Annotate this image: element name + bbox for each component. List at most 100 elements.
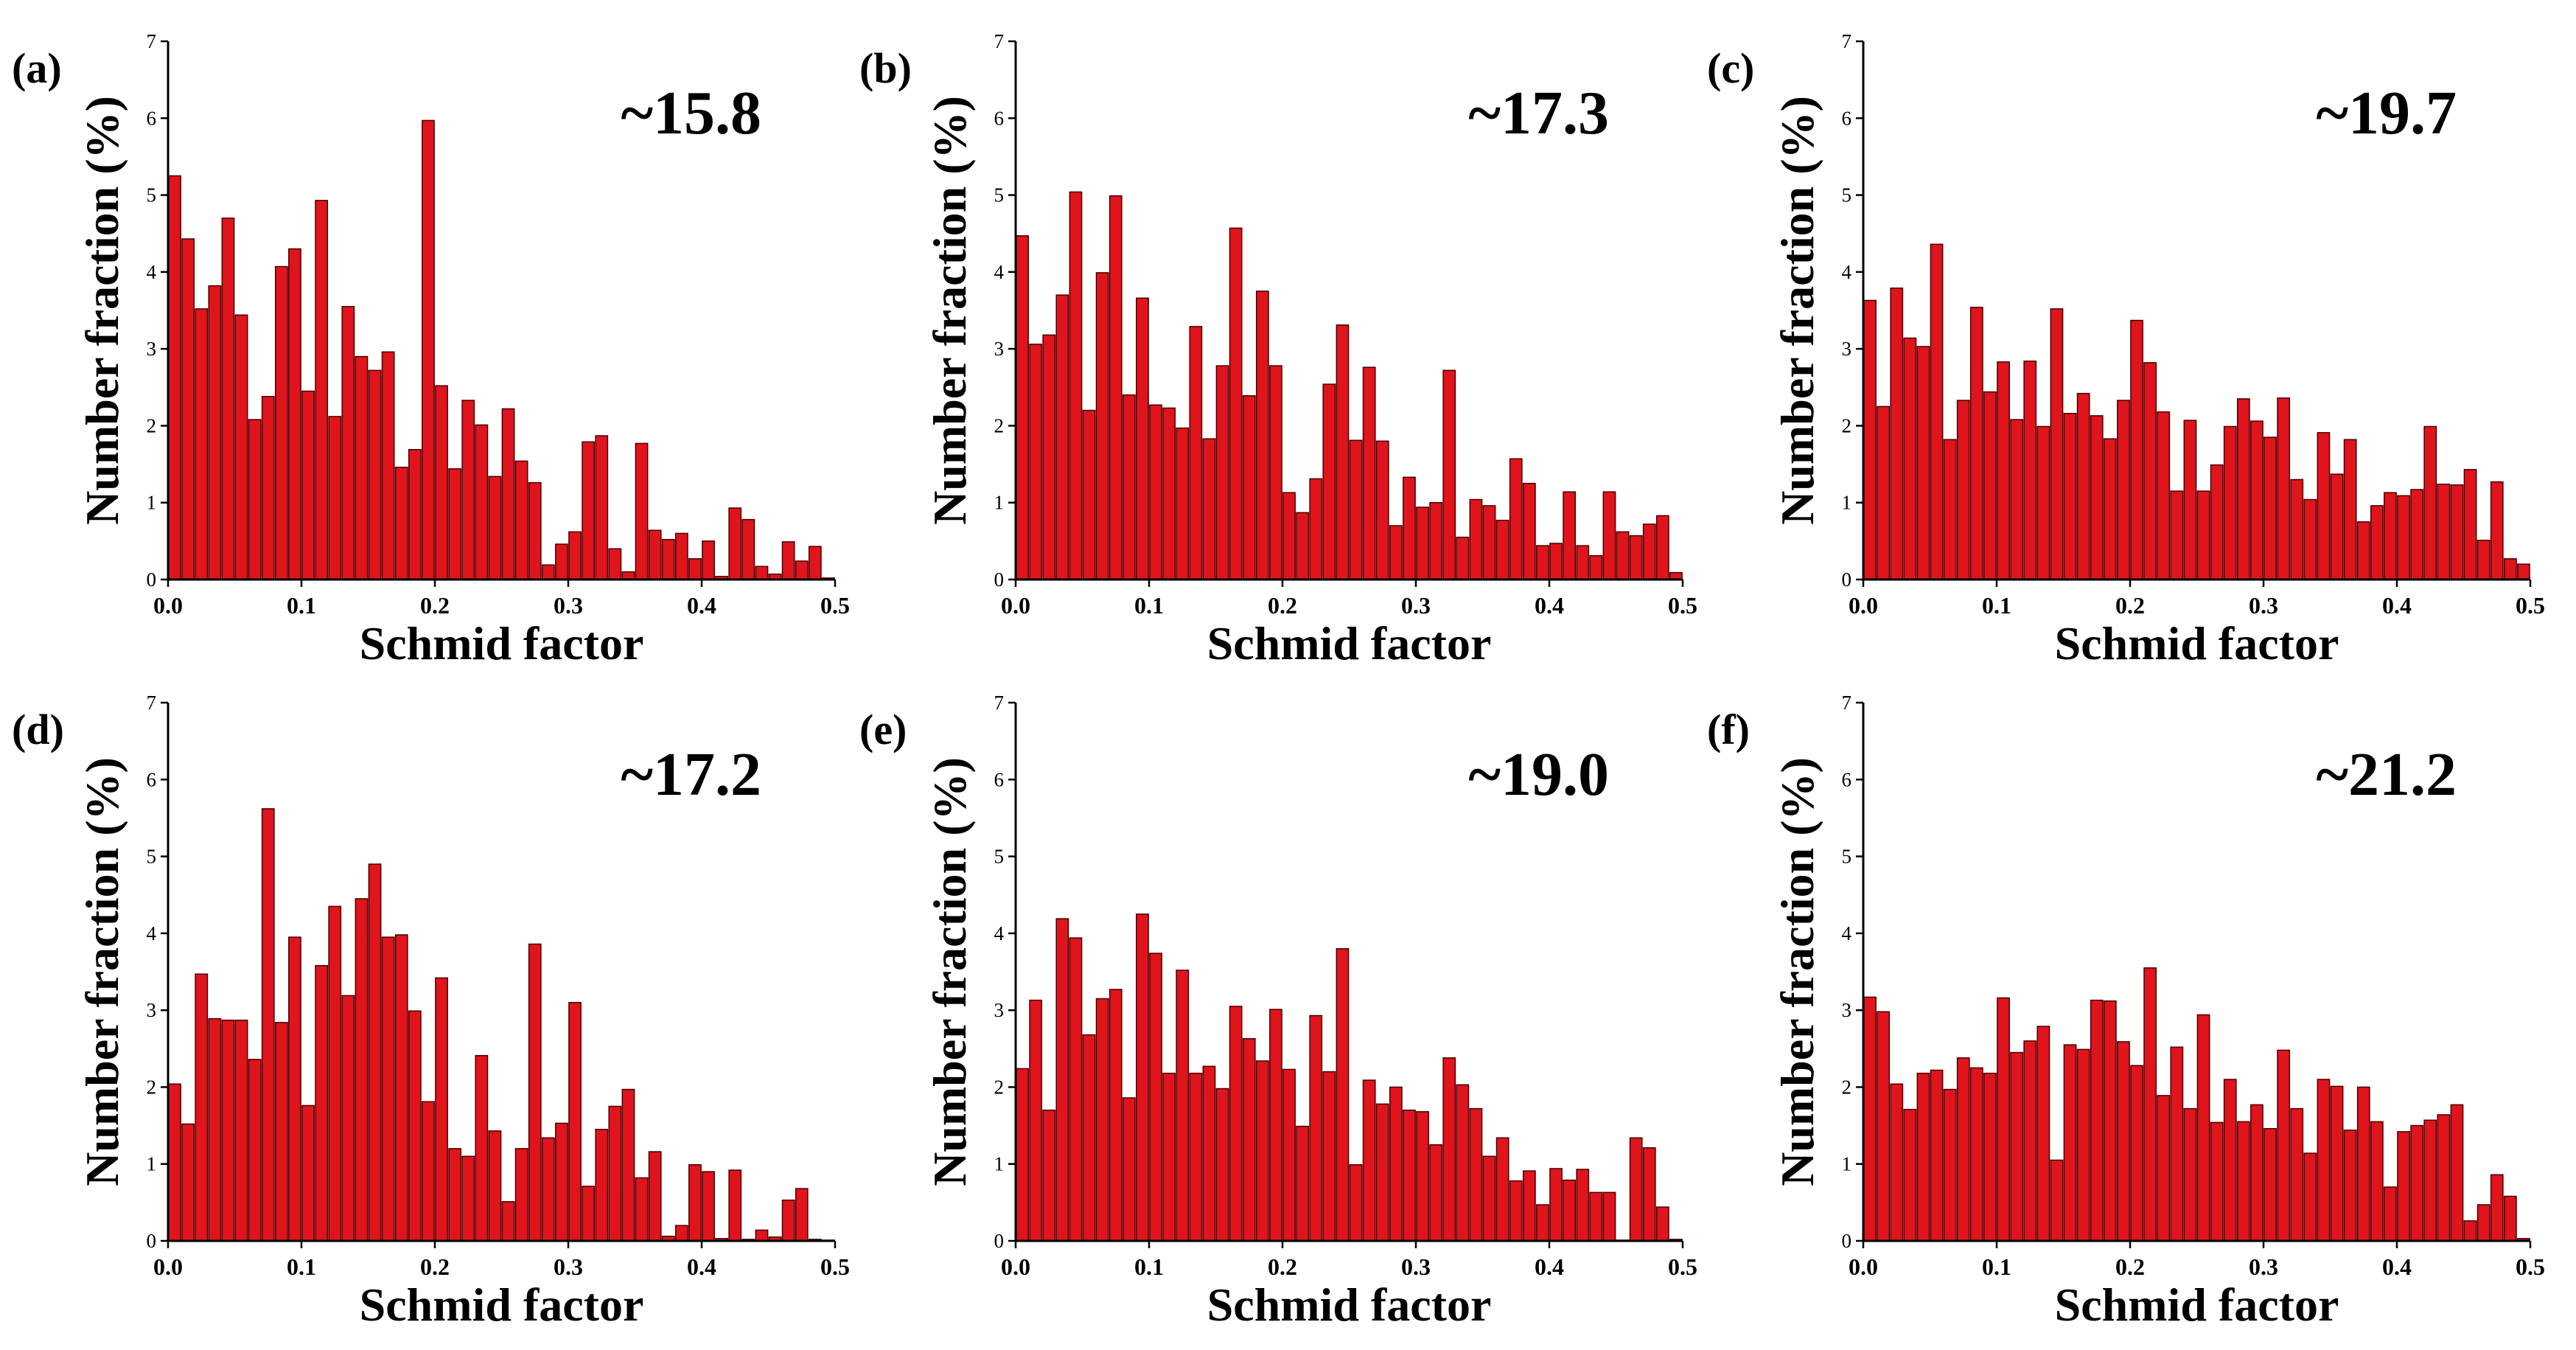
bar [368, 369, 382, 580]
bar [1016, 1068, 1029, 1242]
bar [488, 1130, 502, 1242]
x-tick-label: 0.0 [1849, 1253, 1878, 1280]
x-axis-label: Schmid factor [2055, 617, 2339, 669]
bar [702, 1171, 715, 1242]
y-tick-label: 3 [1842, 338, 1852, 360]
bar [2130, 319, 2143, 580]
chart-panel-5: 0 1 2 3 4 5 6 7 0.0 0.1 0.2 0.3 0.4 0.5 Schmid factor N… [859, 692, 1697, 1331]
x-tick-label: 0.1 [287, 592, 316, 619]
x-tick-label: 0.0 [1001, 592, 1030, 619]
bar [2210, 464, 2224, 580]
annotation-value: ~17.3 [1468, 79, 1609, 147]
bar [2090, 999, 2104, 1242]
bar [514, 1148, 528, 1242]
bar [2343, 1130, 2357, 1242]
bar [221, 218, 235, 580]
bar [1863, 996, 1877, 1242]
bar [2076, 392, 2090, 580]
bar [1629, 1137, 1643, 1242]
bar [1602, 1191, 1616, 1242]
y-tick-label: 3 [1842, 999, 1852, 1021]
y-tick-label: 2 [1842, 1076, 1852, 1098]
y-tick-label: 1 [994, 1153, 1005, 1175]
bar [355, 355, 369, 580]
y-tick-label: 6 [147, 107, 157, 129]
bar [1456, 1084, 1470, 1242]
bar [1136, 297, 1149, 580]
bar [674, 532, 688, 580]
bar [1229, 227, 1243, 580]
y-axis-label: Number fraction (%) [924, 757, 976, 1186]
bar [2476, 1204, 2491, 1242]
bar [582, 441, 596, 580]
x-tick-label: 0.4 [687, 1253, 716, 1280]
bar [1082, 409, 1096, 580]
bar [2263, 1127, 2277, 1242]
bar [1296, 512, 1310, 580]
bar [1576, 545, 1590, 580]
bar [1536, 1204, 1549, 1242]
bar [2343, 439, 2357, 580]
bar [555, 543, 568, 580]
y-tick-label: 7 [147, 692, 157, 714]
bar [1983, 1072, 1997, 1242]
bar [514, 460, 528, 580]
bar [368, 863, 382, 1242]
y-tick-label: 1 [994, 492, 1005, 514]
bar [181, 238, 195, 580]
annotation-value: ~19.7 [2316, 79, 2457, 147]
bar [1069, 937, 1083, 1242]
bar [288, 248, 301, 580]
bar [2236, 398, 2250, 580]
x-tick-label: 0.4 [2382, 592, 2412, 619]
bar [1442, 369, 1456, 580]
bar [1189, 1072, 1203, 1242]
bar [661, 539, 675, 580]
bar [2117, 400, 2130, 580]
bar [2437, 1114, 2451, 1242]
x-tick-label: 0.0 [1849, 592, 1878, 619]
bar [1029, 999, 1043, 1242]
bar [1349, 1164, 1363, 1242]
bar [2023, 1040, 2037, 1242]
bar [234, 314, 248, 580]
annotation-value: ~19.0 [1468, 740, 1609, 809]
bar [1877, 406, 1891, 580]
bar [315, 200, 329, 580]
bar [1242, 1037, 1256, 1242]
y-tick-label: 3 [994, 338, 1005, 360]
bar [2410, 489, 2424, 580]
y-tick-label: 3 [147, 338, 157, 360]
x-tick-label: 0.0 [153, 1253, 183, 1280]
y-axis-label: Number fraction (%) [1771, 757, 1823, 1186]
y-tick-label: 2 [147, 1076, 157, 1098]
x-tick-label: 0.5 [820, 592, 850, 619]
bar [2330, 473, 2344, 580]
bar [1109, 989, 1123, 1242]
bar [394, 466, 408, 580]
bar [2143, 362, 2157, 580]
bar [1997, 361, 2010, 580]
bar [635, 1177, 649, 1242]
y-tick-label: 2 [994, 1076, 1005, 1098]
bar [488, 476, 502, 580]
bar [1082, 1034, 1096, 1242]
bar [2143, 967, 2157, 1242]
bar [1956, 400, 1970, 580]
bar [1403, 1109, 1416, 1242]
bar [1536, 545, 1549, 580]
bar [1616, 531, 1630, 580]
bar [1255, 1060, 1269, 1242]
bar [2130, 1065, 2143, 1242]
bar [2090, 415, 2104, 580]
y-tick-label: 7 [1842, 692, 1852, 714]
bar [2223, 425, 2237, 580]
bar [674, 1225, 688, 1242]
chart-panel-4: 0 1 2 3 4 5 6 7 0.0 0.1 0.2 0.3 0.4 0.5 Schmid factor N… [12, 692, 850, 1331]
bar [221, 1019, 235, 1242]
bar [2170, 1046, 2184, 1242]
bar [1602, 491, 1616, 580]
bar [1563, 491, 1577, 580]
bar [328, 905, 342, 1242]
